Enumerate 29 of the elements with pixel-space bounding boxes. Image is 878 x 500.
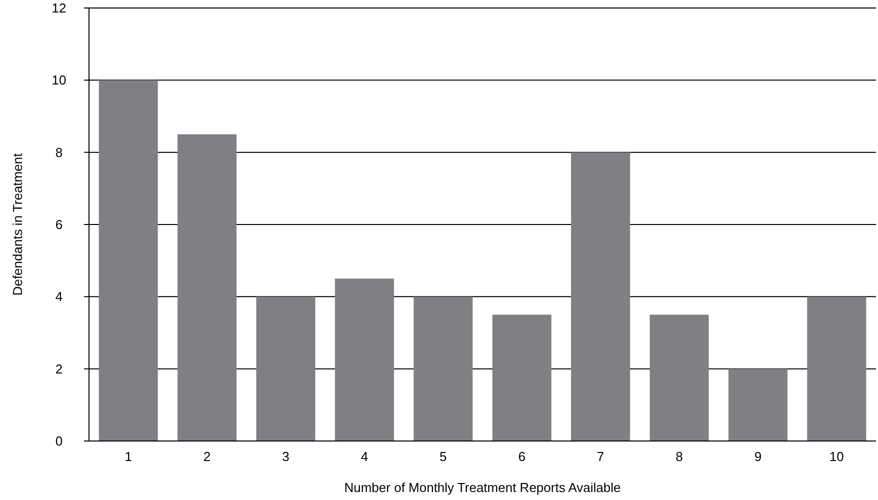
y-tick-label: 6 [55,217,63,232]
y-axis-title: Defendants in Treatment [10,152,25,296]
x-axis-title: Number of Monthly Treatment Reports Available [344,480,621,495]
x-tick-label: 9 [754,449,762,464]
bar [807,296,866,441]
bar [728,368,788,441]
bar [492,314,552,441]
x-tick-label: 7 [596,449,604,464]
bar [98,80,158,441]
y-tick-label: 4 [55,289,63,304]
x-tick-label: 5 [440,449,447,464]
x-tick-label: 10 [829,449,844,464]
x-tick-label: 6 [518,449,526,464]
y-tick-label: 2 [55,361,63,376]
bar [256,296,316,441]
y-tick-label: 0 [55,434,63,449]
x-tick-label: 3 [282,449,290,464]
bar [650,314,709,441]
bar [178,134,237,441]
bar [414,296,473,441]
y-tick-label: 10 [52,72,66,88]
x-tick-label: 2 [203,449,211,464]
y-tick-label: 8 [55,144,63,160]
x-tick-label: 4 [360,449,368,464]
bar [571,152,630,441]
y-tick-label: 12 [52,0,66,16]
x-tick-label: 8 [676,449,683,464]
x-tick-label: 1 [124,449,132,464]
bar [334,278,394,441]
